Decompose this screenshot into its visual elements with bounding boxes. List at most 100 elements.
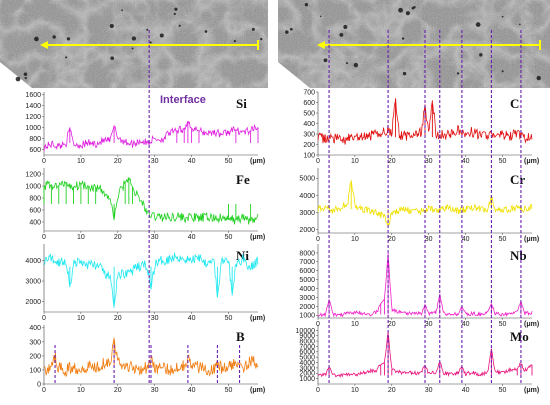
- y-tick-label: 3000: [25, 278, 41, 285]
- x-tick-label: 0: [42, 158, 46, 165]
- x-tick-label: 10: [77, 158, 85, 165]
- pore-mark: [479, 53, 483, 57]
- x-tick-label: 20: [388, 236, 396, 243]
- x-unit-label: (μm): [250, 315, 265, 322]
- x-tick-label: 30: [151, 234, 159, 241]
- y-tick-label: 8000: [299, 250, 315, 257]
- y-tick-label: 5000: [299, 277, 315, 284]
- pore-mark: [65, 56, 68, 59]
- panel-Cr: 2000 3000 4000 5000 0 10 20 30 40 50 (μm) Cr: [299, 168, 539, 243]
- pore-mark: [501, 15, 504, 18]
- y-tick-label: 300: [29, 339, 41, 346]
- y-tick-label: 1600: [25, 92, 41, 99]
- y-tick-label: 8000: [299, 338, 315, 345]
- y-tick-label: 1000: [25, 183, 41, 190]
- x-tick-label: 30: [151, 315, 159, 322]
- pore-mark: [405, 11, 410, 16]
- y-tick-label: 600: [29, 147, 41, 154]
- y-tick-label: 1000: [25, 125, 41, 132]
- y-tick-label: 800: [29, 195, 41, 202]
- x-tick-label: 50: [499, 236, 507, 243]
- x-tick-label: 40: [188, 387, 196, 394]
- y-tick-label: 2000: [299, 227, 315, 234]
- x-tick-label: 50: [225, 315, 233, 322]
- pore-mark: [285, 30, 289, 34]
- pore-mark: [339, 32, 344, 37]
- pore-mark: [233, 39, 237, 43]
- y-tick-label: 100: [29, 367, 41, 374]
- x-tick-label: 0: [316, 387, 320, 394]
- series-line-Nb: [317, 255, 533, 318]
- pore-mark: [320, 15, 322, 18]
- x-unit-label: (μm): [524, 387, 539, 394]
- x-tick-label: 0: [316, 236, 320, 243]
- y-tick-label: 100: [303, 152, 315, 159]
- pore-mark: [353, 62, 359, 68]
- x-tick-label: 30: [151, 387, 159, 394]
- y-tick-label: 200: [29, 353, 41, 360]
- y-tick-label: 200: [303, 142, 315, 149]
- pore-mark: [131, 36, 137, 41]
- y-tick-label: 1400: [25, 103, 41, 110]
- panel-C: 100 200 300 400 500 600 700 0 10 20 30 40 50 (μm) C: [303, 89, 539, 165]
- pore-mark: [15, 76, 21, 82]
- x-tick-label: 10: [351, 236, 359, 243]
- y-tick-label: 400: [29, 325, 41, 332]
- x-tick-label: 20: [388, 321, 396, 328]
- y-tick-label: 300: [303, 131, 315, 138]
- y-tick-label: 1200: [25, 114, 41, 121]
- pore-mark: [402, 71, 407, 76]
- series-line-Fe: [43, 176, 259, 225]
- y-tick-label: 6000: [299, 349, 315, 356]
- x-unit-label: (μm): [524, 321, 539, 328]
- pore-mark: [456, 72, 460, 75]
- pore-mark: [52, 35, 56, 39]
- y-tick-label: 4000: [299, 286, 315, 293]
- y-tick-label: 1000: [299, 376, 315, 383]
- panel-Fe: 400 600 800 1000 1200 0 10 20 30 40 50 (μm) Fe: [25, 168, 265, 241]
- pore-mark: [109, 23, 114, 29]
- x-tick-label: 20: [388, 158, 396, 165]
- x-tick-label: 50: [225, 158, 233, 165]
- panel-Nb: 1000 2000 3000 4000 5000 6000 7000 8000 0 10 20 30 4…: [299, 244, 539, 328]
- x-tick-label: 40: [188, 234, 196, 241]
- x-unit-label: (μm): [250, 158, 265, 165]
- pore-mark: [501, 70, 504, 73]
- pore-mark: [304, 3, 309, 7]
- series-line-B: [44, 338, 259, 378]
- scan-arrow-right: [317, 41, 325, 49]
- pore-mark: [536, 75, 541, 81]
- pore-mark: [401, 37, 405, 40]
- y-tick-label: 1000: [299, 313, 315, 320]
- right-micrograph: [278, 0, 550, 88]
- pore-mark: [159, 33, 164, 38]
- y-tick-label: 3000: [299, 210, 315, 217]
- y-tick-label: 5000: [299, 176, 315, 183]
- element-label-B: B: [236, 329, 245, 344]
- x-tick-label: 20: [114, 234, 122, 241]
- y-tick-label: 2000: [299, 371, 315, 378]
- pore-mark: [204, 30, 208, 33]
- pore-mark: [146, 28, 149, 31]
- pore-mark: [178, 24, 181, 27]
- x-tick-label: 0: [42, 234, 46, 241]
- element-label-Si: Si: [236, 96, 247, 111]
- pore-mark: [131, 47, 134, 50]
- x-tick-label: 30: [425, 236, 433, 243]
- x-tick-label: 10: [351, 387, 359, 394]
- x-tick-label: 50: [225, 387, 233, 394]
- series-line-Cr: [317, 181, 533, 227]
- y-tick-label: 3000: [299, 295, 315, 302]
- x-tick-label: 30: [151, 158, 159, 165]
- pore-mark: [34, 36, 39, 42]
- pore-mark: [121, 9, 123, 12]
- pore-mark: [398, 7, 403, 13]
- pore-mark: [110, 56, 115, 60]
- x-tick-label: 50: [499, 321, 507, 328]
- pore-mark: [411, 6, 415, 10]
- interface-label: Interface: [160, 94, 206, 106]
- x-tick-label: 20: [114, 158, 122, 165]
- y-tick-label: 9000: [299, 333, 315, 340]
- y-tick-label: 1200: [25, 171, 41, 178]
- x-unit-label: (μm): [250, 387, 265, 394]
